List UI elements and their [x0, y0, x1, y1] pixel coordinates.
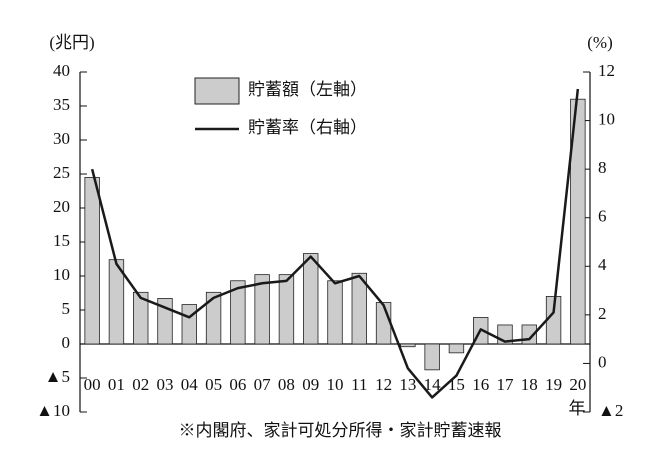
- line: [90, 88, 580, 399]
- y2-tick-label: 0: [598, 352, 607, 371]
- bar: [400, 343, 416, 348]
- bar: [181, 304, 197, 345]
- x-tick-label: 12: [375, 375, 392, 394]
- y2-axis-label: (%): [587, 33, 612, 52]
- y-tick-label: 30: [53, 129, 70, 148]
- x-tick-label: 05: [205, 375, 222, 394]
- x-tick-label: 06: [229, 375, 246, 394]
- bar: [205, 291, 222, 345]
- bar: [448, 343, 465, 354]
- bar: [375, 302, 392, 345]
- y2-tick-label: 6: [598, 207, 607, 226]
- y-tick-label: 0: [62, 333, 71, 352]
- y-tick-label: 25: [53, 163, 70, 182]
- x-tick-label: 18: [521, 375, 538, 394]
- x-tick-label: 16: [472, 375, 489, 394]
- y2-tick-label: 10: [598, 109, 615, 128]
- x-tick-label: 20: [569, 375, 586, 394]
- x-tick-label: 07: [254, 375, 272, 394]
- x-tick-label: 02: [132, 375, 149, 394]
- x-tick-label: 15: [448, 375, 465, 394]
- x-axis-label: 年: [569, 399, 586, 418]
- y-tick-label: 15: [53, 231, 70, 250]
- y2-tick-label: 8: [598, 158, 607, 177]
- bar: [351, 272, 367, 345]
- y-tick-label: ▲5: [45, 367, 70, 386]
- y-tick-label: ▲10: [36, 401, 70, 420]
- x-tick-label: 09: [302, 375, 319, 394]
- y2-tick-label: ▲2: [598, 401, 623, 420]
- x-tick-label: 04: [181, 375, 199, 394]
- y2-tick-label: 2: [598, 304, 607, 323]
- bar: [84, 176, 100, 345]
- legend-label: 貯蓄額（左軸）: [248, 80, 367, 99]
- bar: [303, 253, 319, 345]
- bar: [424, 343, 440, 371]
- x-tick-label: 10: [327, 375, 344, 394]
- x-tick-label: 01: [108, 375, 125, 394]
- y2-tick-label: 12: [598, 61, 615, 80]
- legend-swatch: [194, 77, 240, 105]
- y2-tick-label: 4: [598, 255, 607, 274]
- x-tick-label: 17: [497, 375, 515, 394]
- x-tick-label: 00: [84, 375, 101, 394]
- x-tick-label: 14: [424, 375, 442, 394]
- legend-label: 貯蓄率（右軸）: [248, 118, 367, 137]
- bar: [254, 274, 270, 345]
- bar: [327, 280, 343, 345]
- bar: [230, 280, 246, 345]
- y-tick-label: 10: [53, 265, 70, 284]
- bar: [133, 291, 149, 345]
- x-tick-label: 13: [399, 375, 416, 394]
- x-tick-label: 03: [157, 375, 174, 394]
- x-tick-label: 08: [278, 375, 295, 394]
- x-tick-label: 19: [545, 375, 562, 394]
- bar: [278, 274, 295, 345]
- note: ※内閣府、家計可処分所得・家計貯蓄速報: [179, 421, 502, 440]
- x-tick-label: 11: [351, 375, 367, 394]
- y-tick-label: 5: [62, 299, 71, 318]
- y-tick-label: 35: [53, 95, 70, 114]
- y-tick-label: 40: [53, 61, 70, 80]
- y-tick-label: 20: [53, 197, 70, 216]
- y-axis-label: (兆円): [49, 33, 94, 52]
